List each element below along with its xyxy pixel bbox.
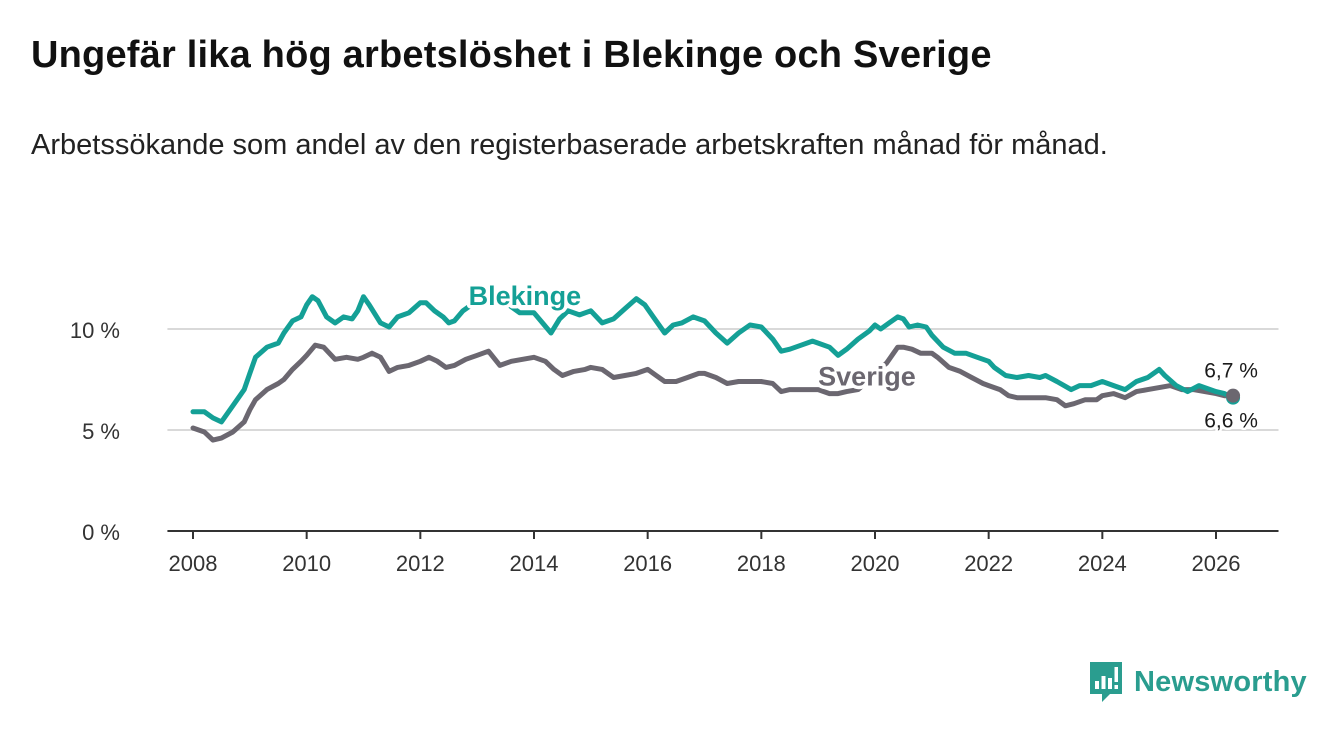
x-tick-label: 2012 [396,551,445,576]
y-tick-label: 0 % [82,520,120,545]
series-labels: Blekinge Sverige 6,6 % 6,7 % [465,277,1260,435]
end-value-label-blekinge: 6,6 % [1204,410,1258,433]
end-value-label-sverige: 6,7 % [1204,360,1258,383]
x-tick-label: 2010 [282,551,331,576]
x-tick-label: 2008 [169,551,218,576]
x-tick-label: 2022 [964,551,1013,576]
series-line-sverige [190,342,1236,443]
y-tick-label: 10 % [70,318,120,343]
newsworthy-logo: Newsworthy [1088,660,1307,704]
grid-lines [167,328,1279,431]
bar-chart-speech-bubble-icon [1090,662,1122,702]
x-tick-label: 2018 [737,551,786,576]
axes: 0 % 5 % 10 % 2008 2010 2012 2014 2016 2018 2020 20… [70,318,1279,576]
brand-name: Newsworthy [1134,665,1307,698]
chart-subtitle: Arbetssökande som andel av den registerb… [31,129,1108,161]
series-label-sverige: Sverige [818,362,916,392]
series-line-blekinge [190,288,1236,425]
chart-title: Ungefär lika hög arbetslöshet i Blekinge… [31,34,992,76]
x-tick-label: 2014 [510,551,559,576]
x-tick-label: 2020 [851,551,900,576]
series-label-blekinge: Blekinge [469,281,582,311]
series-lines [190,288,1241,443]
line-chart: 0 % 5 % 10 % 2008 2010 2012 2014 2016 2018 2020 20… [69,277,1279,576]
y-tick-label: 5 % [82,419,120,444]
x-tick-label: 2016 [623,551,672,576]
endpoint-dot-sverige [1226,388,1241,403]
x-tick-label: 2024 [1078,551,1127,576]
x-tick-label: 2026 [1192,551,1241,576]
